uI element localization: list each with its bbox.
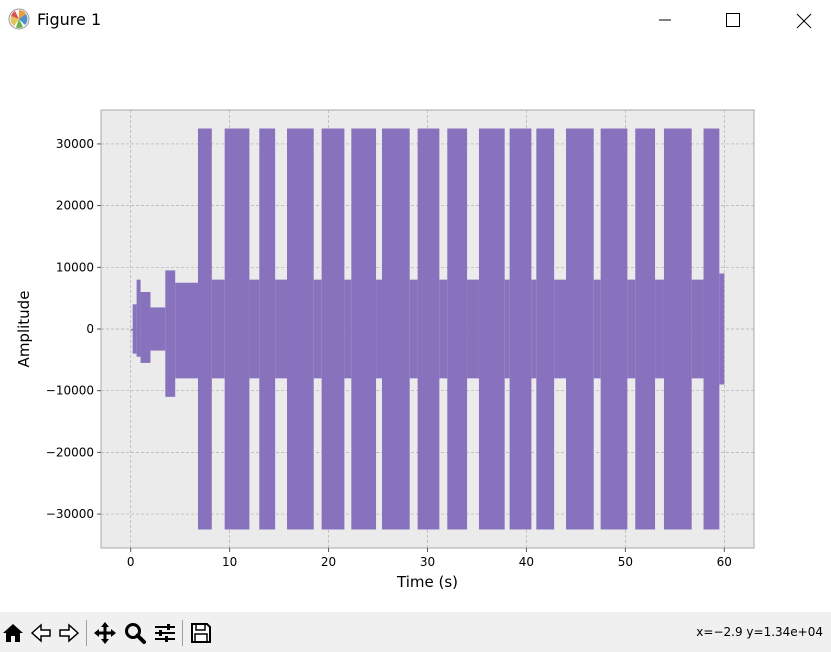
- waveform-segment: [635, 128, 656, 530]
- waveform-segment: [275, 279, 288, 379]
- configure-subplots-icon[interactable]: [152, 620, 178, 646]
- zoom-magnifier-icon[interactable]: [122, 620, 148, 646]
- waveform-segment: [344, 279, 352, 379]
- close-button[interactable]: [780, 0, 826, 40]
- waveform-segment: [627, 279, 636, 379]
- waveform-segment: [376, 279, 382, 379]
- waveform-segment: [351, 128, 377, 530]
- minimize-button[interactable]: [642, 0, 688, 40]
- figure-canvas[interactable]: 0 10 20 30 40 50 60 −30000 −20000 −10000 0 10000 200…: [0, 40, 831, 612]
- waveform-segment: [447, 128, 468, 530]
- pan-move-icon[interactable]: [92, 620, 118, 646]
- waveform-segment: [130, 329, 133, 331]
- waveform-segment: [136, 279, 141, 357]
- y-tick-label: −30000: [46, 507, 94, 521]
- title-bar: Figure 1: [0, 0, 831, 40]
- waveform-segment: [165, 270, 176, 397]
- home-icon[interactable]: [0, 620, 26, 646]
- navigation-toolbar: x=−2.9 y=1.34e+04: [0, 612, 831, 652]
- back-arrow-icon[interactable]: [28, 620, 54, 646]
- maximize-button[interactable]: [710, 0, 756, 40]
- x-tick-label: 30: [420, 555, 435, 569]
- waveform-segment: [381, 128, 410, 530]
- waveform-segment: [132, 304, 137, 354]
- waveform-segment: [554, 279, 567, 379]
- waveform-segment: [691, 279, 704, 379]
- x-tick-label: 60: [717, 555, 732, 569]
- forward-arrow-icon[interactable]: [56, 620, 82, 646]
- x-axis-label: Time (s): [396, 573, 458, 591]
- cursor-coordinates: x=−2.9 y=1.34e+04: [696, 625, 823, 639]
- waveform-segment: [566, 128, 594, 530]
- waveform-segment: [531, 279, 537, 379]
- waveform-segment: [593, 279, 601, 379]
- waveform-segment: [703, 128, 720, 530]
- y-tick-label: 20000: [56, 199, 94, 213]
- x-tick-label: 40: [519, 555, 534, 569]
- minimize-icon: [659, 19, 671, 21]
- waveform-segment: [287, 128, 314, 530]
- waveform-segment: [211, 279, 225, 379]
- waveform-segment: [478, 128, 505, 530]
- waveform-segment: [719, 273, 725, 385]
- waveform-segment: [321, 128, 345, 530]
- y-tick-label: 10000: [56, 260, 94, 274]
- toolbar-separator: [86, 620, 87, 646]
- close-icon: [796, 13, 812, 29]
- x-tick-label: 10: [222, 555, 237, 569]
- waveform-segment: [439, 279, 448, 379]
- waveform-segment: [249, 279, 260, 379]
- waveform-segment: [600, 128, 628, 530]
- y-tick-label: 0: [86, 322, 94, 336]
- x-tick-label: 20: [321, 555, 336, 569]
- waveform-segment: [175, 282, 198, 379]
- waveform-segment: [150, 307, 166, 351]
- waveform-segment: [224, 128, 250, 530]
- waveform-segment: [504, 279, 510, 379]
- waveform-segment: [655, 279, 664, 379]
- waveform-segment: [663, 128, 692, 530]
- waveform-segment: [536, 128, 555, 530]
- save-floppy-icon[interactable]: [188, 620, 214, 646]
- waveform-segment: [259, 128, 276, 530]
- x-tick-label: 0: [127, 555, 135, 569]
- waveform-segment: [467, 279, 479, 379]
- waveform-segment: [409, 279, 418, 379]
- waveform-segment: [313, 279, 322, 379]
- toolbar-separator: [182, 620, 183, 646]
- waveform-segment: [417, 128, 440, 530]
- waveform-segment: [197, 128, 212, 530]
- x-tick-label: 50: [618, 555, 633, 569]
- y-tick-label: −10000: [46, 384, 94, 398]
- waveform-segment: [509, 128, 532, 530]
- waveform-chart[interactable]: 0 10 20 30 40 50 60 −30000 −20000 −10000 0 10000 200…: [0, 40, 831, 612]
- matplotlib-logo-icon: [8, 8, 30, 30]
- waveform-segment: [140, 291, 151, 363]
- window-title: Figure 1: [37, 10, 102, 29]
- maximize-icon: [726, 13, 740, 27]
- y-tick-label: 30000: [56, 137, 94, 151]
- y-axis-label: Amplitude: [15, 291, 33, 368]
- y-tick-label: −20000: [46, 445, 94, 459]
